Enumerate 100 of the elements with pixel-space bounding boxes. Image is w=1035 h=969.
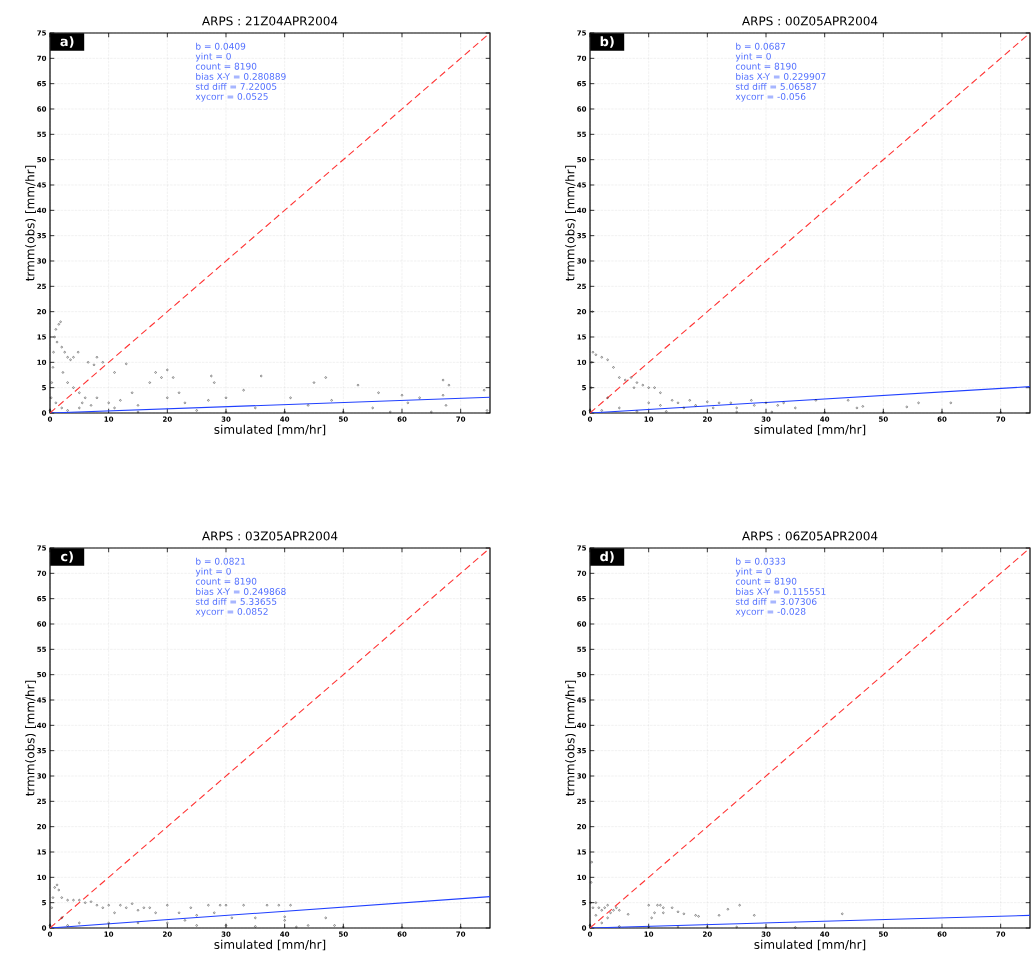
- point: [207, 904, 210, 907]
- point: [590, 361, 593, 364]
- point: [591, 310, 594, 313]
- y-axis-title: trmm(obs) [mm/hr]: [25, 680, 36, 796]
- point: [195, 914, 198, 917]
- point: [814, 399, 817, 402]
- point: [682, 406, 685, 410]
- point: [776, 404, 779, 407]
- point: [594, 353, 597, 356]
- point: [55, 883, 59, 887]
- point: [764, 926, 768, 929]
- chart-title: ARPS : 06Z05APR2004: [742, 531, 878, 541]
- point: [600, 356, 603, 359]
- point: [107, 921, 110, 925]
- annotation: c): [60, 551, 73, 563]
- point: [712, 406, 715, 410]
- point: [89, 900, 93, 903]
- point: [794, 926, 797, 929]
- point: [735, 406, 738, 410]
- point: [283, 915, 286, 918]
- point: [219, 904, 222, 907]
- annotation: b = 0.0687: [736, 42, 786, 50]
- point: [635, 381, 639, 384]
- point: [861, 405, 864, 408]
- annotation: yint = 0: [195, 52, 231, 62]
- point: [60, 916, 63, 919]
- point: [615, 906, 618, 909]
- point: [697, 915, 700, 918]
- point: [770, 410, 773, 414]
- chart-title: ARPS : 21Z04APR2004: [202, 16, 338, 26]
- point: [738, 904, 741, 907]
- point: [48, 924, 52, 927]
- point: [641, 384, 644, 387]
- point: [949, 401, 952, 404]
- annotation: std diff = 5.06587: [735, 82, 817, 90]
- annotation: b = 0.0821: [196, 557, 246, 565]
- point: [166, 904, 169, 907]
- point: [600, 409, 603, 412]
- point: [656, 904, 659, 907]
- point: [342, 925, 345, 929]
- point: [647, 925, 650, 929]
- x-axis-title: simulated [mm/hr]: [754, 424, 866, 436]
- point: [706, 400, 709, 403]
- annotation: count = 8190: [195, 62, 257, 70]
- point: [166, 921, 169, 925]
- point: [782, 401, 785, 404]
- point: [113, 911, 116, 914]
- point: [177, 911, 181, 914]
- point: [101, 906, 104, 909]
- point: [676, 401, 680, 404]
- point: [119, 904, 122, 907]
- point: [618, 376, 621, 379]
- annotation: bias X-Y = 0.280889: [196, 72, 286, 80]
- point: [694, 914, 697, 917]
- point: [647, 904, 650, 907]
- point: [659, 404, 662, 407]
- point: [647, 386, 650, 389]
- point: [307, 924, 310, 927]
- point: [51, 896, 55, 899]
- annotation: b = 0.0409: [196, 42, 246, 50]
- annotation: yint = 0: [735, 52, 771, 62]
- point: [671, 399, 674, 402]
- point: [242, 904, 245, 907]
- point: [277, 904, 280, 907]
- point: [60, 896, 63, 899]
- point: [750, 399, 753, 402]
- point: [847, 399, 850, 402]
- point: [618, 406, 621, 410]
- point: [131, 902, 134, 905]
- point: [662, 906, 665, 909]
- point: [125, 906, 128, 909]
- point: [189, 906, 192, 909]
- annotation: count = 8190: [735, 577, 797, 585]
- point: [659, 904, 662, 907]
- point: [609, 911, 612, 914]
- point: [665, 410, 668, 413]
- point: [95, 904, 99, 907]
- point: [324, 916, 327, 919]
- point: [603, 906, 606, 909]
- annotation: bias X-Y = 0.249868: [196, 587, 286, 595]
- point: [289, 904, 292, 907]
- point: [136, 909, 140, 912]
- point: [618, 909, 621, 912]
- annotation: a): [60, 36, 74, 48]
- point: [917, 401, 920, 404]
- annotation: count = 8190: [735, 62, 797, 70]
- point: [662, 911, 665, 914]
- point: [84, 901, 87, 904]
- point: [254, 925, 257, 928]
- point: [794, 406, 797, 410]
- point: [823, 411, 826, 414]
- annotation: d): [600, 551, 614, 563]
- point: [600, 909, 603, 912]
- point: [66, 899, 69, 902]
- point: [706, 925, 709, 929]
- point: [694, 404, 697, 407]
- point: [717, 914, 721, 917]
- point: [148, 906, 151, 909]
- point: [50, 906, 53, 909]
- point: [591, 351, 595, 354]
